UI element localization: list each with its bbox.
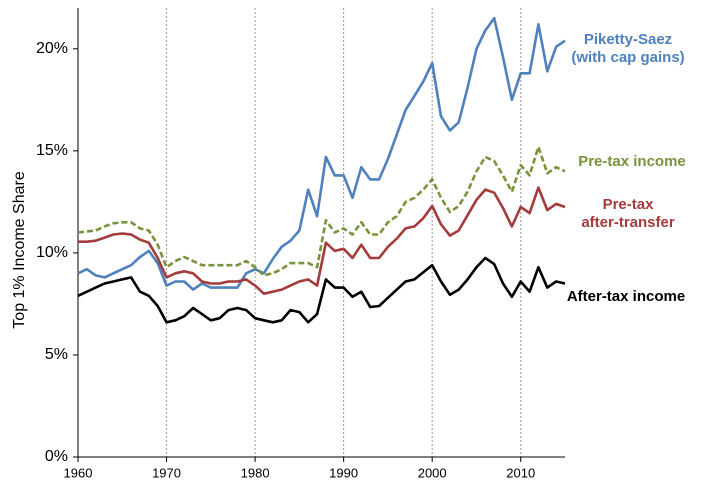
y-tick-label: 5% (45, 346, 68, 363)
series-line (77, 256, 566, 324)
y-tick-label: 0% (45, 448, 68, 465)
y-tick-label: 10% (36, 244, 68, 261)
series-line (77, 145, 566, 277)
x-tick-label: 1990 (329, 465, 358, 480)
x-tick-label: 1960 (64, 465, 93, 480)
series-label: After-tax income (567, 288, 685, 305)
y-axis-label: Top 1% Income Share (11, 171, 28, 329)
x-tick-label: 1980 (241, 465, 270, 480)
x-tick-label: 1970 (152, 465, 181, 480)
y-tick-label: 15% (36, 142, 68, 159)
series-label: Piketty-Saez (with cap gains) (571, 31, 684, 66)
series-line (77, 16, 566, 291)
series-line (78, 186, 566, 295)
series-label: Pre-tax after-transfer (581, 196, 675, 231)
series-label: Pre-tax income (578, 153, 686, 170)
y-tick-label: 20% (36, 40, 68, 57)
x-tick-label: 2000 (418, 465, 447, 480)
x-tick-label: 2010 (506, 465, 535, 480)
